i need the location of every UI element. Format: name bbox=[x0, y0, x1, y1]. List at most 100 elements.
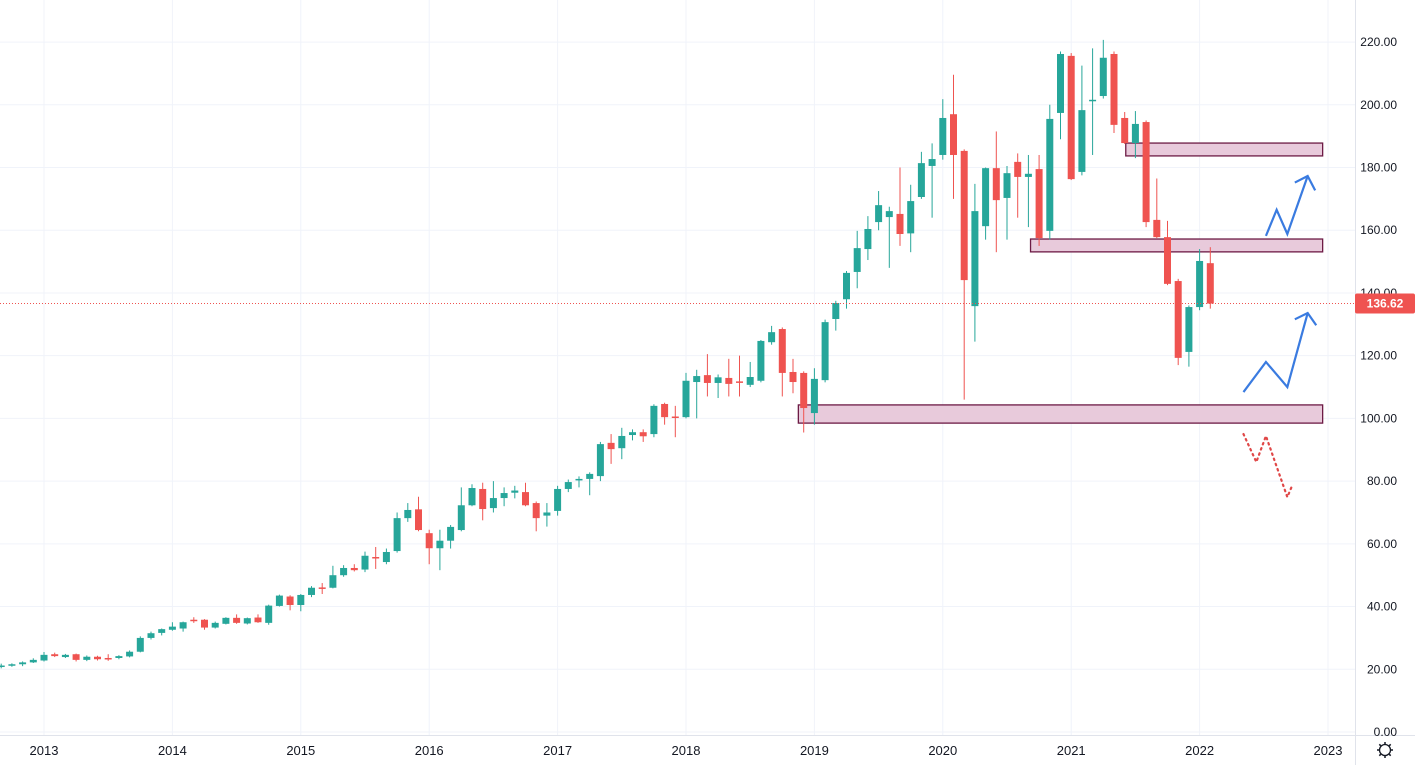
candle-body-up bbox=[147, 633, 155, 638]
candle-body-up bbox=[832, 302, 840, 319]
candle-body-up bbox=[447, 526, 455, 541]
candle-body-down bbox=[736, 381, 743, 383]
candles bbox=[0, 39, 1214, 669]
x-tick-label[interactable]: 2016 bbox=[415, 743, 444, 758]
settings-gear-icon[interactable] bbox=[1377, 742, 1393, 758]
candle-body-down bbox=[479, 488, 487, 510]
bearish-dotted-path[interactable] bbox=[1242, 432, 1294, 501]
candle-body-up bbox=[1131, 123, 1139, 144]
candle-body-down bbox=[190, 619, 198, 622]
candle-body-down bbox=[661, 403, 669, 418]
candle-body-down bbox=[789, 371, 797, 383]
candle-body-up bbox=[554, 488, 562, 511]
candle-body-down bbox=[372, 557, 380, 559]
candle-body-down bbox=[896, 213, 904, 235]
candle-body-up bbox=[939, 117, 947, 155]
x-tick-label[interactable]: 2021 bbox=[1057, 743, 1086, 758]
candle-body-down bbox=[992, 168, 1000, 201]
candle-body-up bbox=[393, 518, 401, 552]
candle-body-up bbox=[500, 493, 508, 499]
candle-body-up bbox=[40, 654, 48, 661]
candle-body-down bbox=[671, 416, 679, 419]
candle-body-up bbox=[19, 662, 27, 665]
x-tick-label[interactable]: 2019 bbox=[800, 743, 829, 758]
bullish-zigzag-upper[interactable] bbox=[1264, 175, 1309, 237]
x-tick-label[interactable]: 2013 bbox=[30, 743, 59, 758]
x-tick-label[interactable]: 2022 bbox=[1185, 743, 1214, 758]
candle-body-up bbox=[308, 587, 315, 595]
candle-body-up bbox=[618, 435, 626, 449]
x-tick-label[interactable]: 2014 bbox=[158, 743, 187, 758]
candle-body-up bbox=[382, 551, 390, 563]
candle-body-up bbox=[1046, 118, 1054, 231]
arrowhead-lower bbox=[1294, 311, 1318, 326]
candle-body-up bbox=[489, 498, 497, 509]
y-tick-label: 60.00 bbox=[1367, 537, 1397, 551]
bullish-zigzag-lower[interactable] bbox=[1242, 312, 1309, 393]
candle-body-down bbox=[1153, 219, 1161, 238]
candle-body-up bbox=[511, 490, 519, 493]
candle-body-up bbox=[457, 505, 465, 531]
candle-body-up bbox=[0, 665, 5, 668]
candle-body-down bbox=[1206, 263, 1214, 304]
last-price-badge: 136.62 bbox=[1355, 293, 1415, 314]
x-tick-label[interactable]: 2023 bbox=[1314, 743, 1343, 758]
support-resistance-zone[interactable] bbox=[1029, 238, 1324, 253]
candle-body-up bbox=[468, 488, 476, 506]
candle-body-down bbox=[1067, 55, 1075, 180]
candle-body-up bbox=[629, 432, 636, 436]
x-tick-label[interactable]: 2015 bbox=[286, 743, 315, 758]
candle-body-up bbox=[243, 618, 251, 624]
candle-body-up bbox=[340, 567, 348, 576]
candle-body-down bbox=[286, 596, 294, 605]
candle-body-up bbox=[361, 555, 369, 570]
candle-body-down bbox=[532, 503, 540, 519]
time-axis-ticks[interactable]: 2013 2014 2015 2016 2017 2018 2019 2020 2021 2022… bbox=[30, 743, 1343, 758]
candle-body-up bbox=[843, 272, 850, 300]
candle-body-down bbox=[950, 114, 957, 155]
candle-body-up bbox=[61, 654, 69, 658]
candle-body-up bbox=[1024, 173, 1032, 177]
zone-rectangles[interactable] bbox=[797, 142, 1324, 424]
candle-body-down bbox=[1164, 237, 1171, 284]
support-resistance-zone[interactable] bbox=[797, 404, 1324, 424]
y-tick-label: 120.00 bbox=[1360, 349, 1397, 363]
candle-body-up bbox=[586, 473, 594, 479]
candle-body-up bbox=[853, 248, 861, 272]
candle-body-up bbox=[907, 201, 915, 234]
x-tick-label[interactable]: 2017 bbox=[543, 743, 572, 758]
price-axis[interactable] bbox=[1355, 0, 1415, 735]
candle-body-down bbox=[800, 372, 808, 409]
candle-body-up bbox=[265, 605, 273, 623]
candle-body-up bbox=[714, 377, 722, 383]
candle-body-down bbox=[201, 619, 208, 628]
candle-body-down bbox=[94, 656, 101, 660]
candle-body-down bbox=[1121, 117, 1129, 144]
candle-body-down bbox=[725, 377, 733, 384]
candle-body-up bbox=[917, 163, 925, 197]
candle-body-up bbox=[126, 651, 134, 657]
candle-body-up bbox=[596, 444, 604, 477]
candle-body-down bbox=[960, 150, 968, 281]
candle-body-down bbox=[318, 587, 326, 589]
y-tick-label: 220.00 bbox=[1360, 35, 1397, 49]
candle-body-down bbox=[72, 654, 80, 660]
y-tick-label: 100.00 bbox=[1360, 411, 1397, 425]
candle-body-up bbox=[682, 380, 690, 418]
candle-body-down bbox=[607, 442, 615, 450]
x-tick-label[interactable]: 2018 bbox=[672, 743, 701, 758]
candle-body-down bbox=[522, 492, 529, 506]
candle-body-up bbox=[179, 622, 187, 629]
candle-body-up bbox=[543, 512, 551, 516]
candle-body-down bbox=[350, 567, 358, 571]
y-tick-label: 20.00 bbox=[1367, 662, 1397, 676]
candle-body-up bbox=[275, 595, 283, 606]
candle-body-up bbox=[222, 617, 230, 624]
support-resistance-zone[interactable] bbox=[1125, 142, 1324, 157]
last-price-label: 136.62 bbox=[1367, 297, 1404, 311]
candle-body-down bbox=[415, 509, 422, 531]
candle-body-up bbox=[864, 228, 872, 250]
x-tick-label[interactable]: 2020 bbox=[928, 743, 957, 758]
trend-drawings[interactable] bbox=[1242, 174, 1318, 501]
